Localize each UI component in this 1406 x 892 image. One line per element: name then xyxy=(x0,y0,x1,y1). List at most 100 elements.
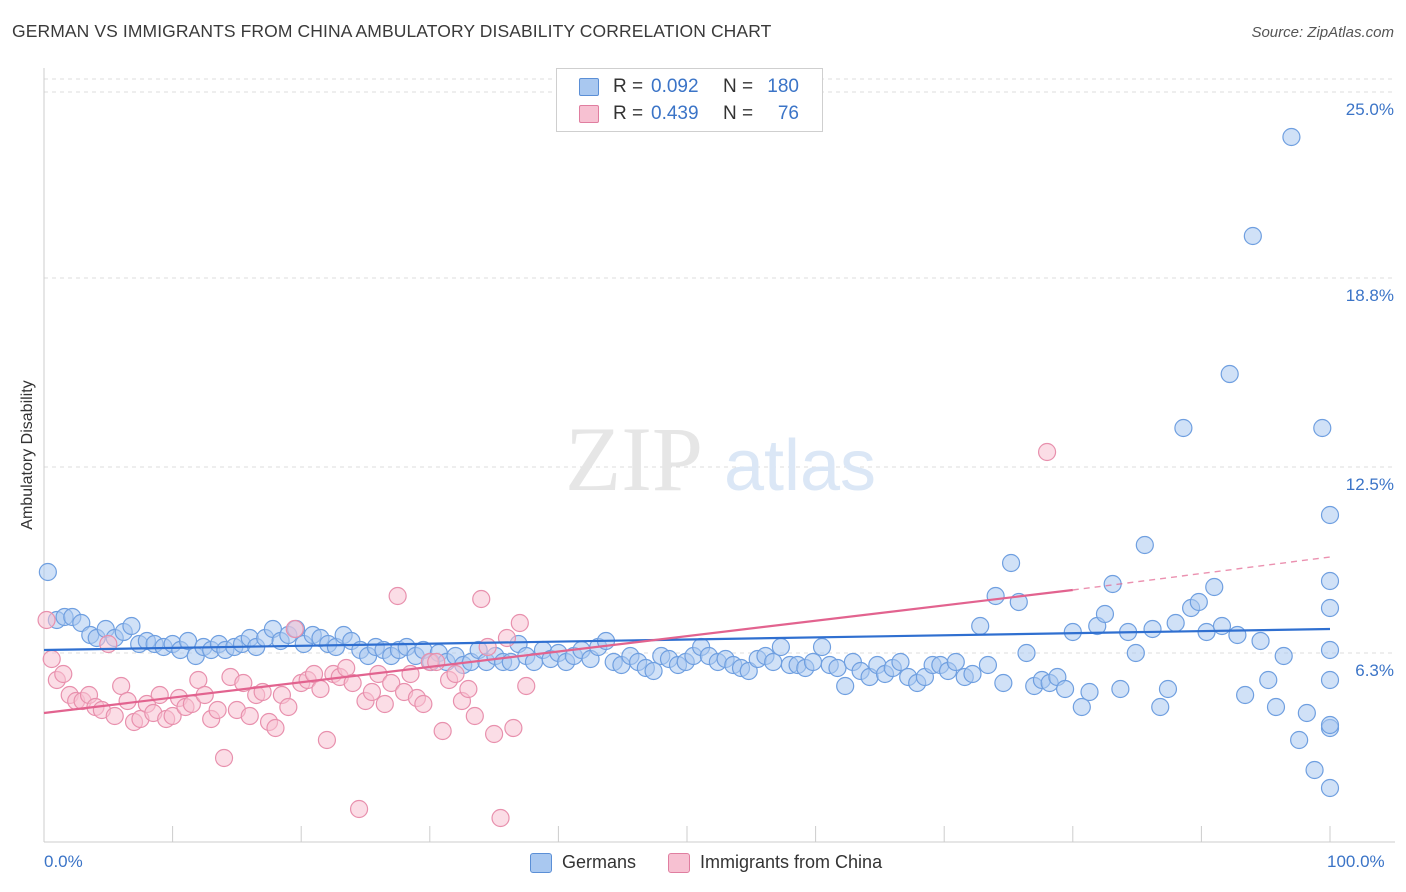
correlation-legend: R = 0.092 N = 180 R = 0.439 N = 76 xyxy=(556,68,823,132)
data-point xyxy=(189,670,208,690)
data-point xyxy=(994,673,1013,693)
legend-swatch-germans xyxy=(530,852,552,873)
data-point xyxy=(465,706,484,726)
data-point xyxy=(1063,622,1082,642)
watermark-atlas: atlas xyxy=(724,426,876,506)
data-point xyxy=(38,562,57,582)
legend-row-germans: R = 0.092 N = 180 xyxy=(579,75,799,99)
data-point xyxy=(978,655,998,675)
data-point xyxy=(1135,535,1154,555)
data-point xyxy=(304,664,324,684)
trend-line xyxy=(43,627,1331,652)
data-point xyxy=(1313,418,1332,438)
data-point xyxy=(1189,592,1208,612)
data-point xyxy=(433,721,452,741)
data-point xyxy=(362,682,382,702)
x-tick-label-max: 100.0% xyxy=(1327,852,1385,871)
data-point xyxy=(1236,685,1255,705)
data-point xyxy=(37,610,56,630)
legend-label-germans: Germans xyxy=(562,852,637,872)
data-point xyxy=(472,589,491,609)
legend-n-value: 76 xyxy=(777,103,799,124)
data-point xyxy=(382,673,401,693)
data-point xyxy=(178,631,198,651)
data-point xyxy=(1320,571,1340,591)
data-point xyxy=(1126,643,1145,663)
data-point xyxy=(1320,670,1340,690)
trend-line-projection xyxy=(1072,556,1331,591)
data-point xyxy=(1111,679,1130,699)
data-point xyxy=(208,700,227,720)
data-point xyxy=(446,664,465,684)
data-point xyxy=(517,676,536,696)
data-point xyxy=(163,706,182,726)
y-tick-label: 25.0% xyxy=(1345,100,1394,119)
data-point xyxy=(812,637,832,657)
data-point xyxy=(118,691,137,711)
legend-r-label: R = xyxy=(613,76,644,97)
watermark: ZIP atlas xyxy=(565,408,876,510)
legend-n-label: N = xyxy=(723,103,754,124)
data-point xyxy=(1320,598,1340,618)
gridlines xyxy=(44,78,1395,654)
legend-swatch-immigrants-from-china xyxy=(668,852,691,873)
data-point xyxy=(388,586,407,606)
data-point xyxy=(803,652,823,672)
data-point xyxy=(963,664,982,684)
data-point xyxy=(1205,577,1224,597)
source-label: Source: ZipAtlas.com xyxy=(1251,24,1394,41)
trend-line xyxy=(43,588,1073,715)
data-point xyxy=(375,694,394,714)
data-point xyxy=(1166,613,1185,633)
data-point xyxy=(644,661,663,681)
data-point xyxy=(459,679,478,699)
data-point xyxy=(1158,679,1178,699)
data-point xyxy=(1274,646,1293,666)
data-point xyxy=(105,706,124,726)
data-point xyxy=(497,628,517,648)
y-tick-label: 18.8% xyxy=(1345,286,1394,305)
data-point xyxy=(986,586,1005,606)
data-point xyxy=(266,718,285,738)
data-point xyxy=(54,664,73,684)
data-point xyxy=(240,706,259,726)
legend-row-immigrants-from-china: R = 0.439 N = 76 xyxy=(579,102,799,126)
data-point xyxy=(343,673,362,693)
data-point xyxy=(828,658,847,678)
series-germans xyxy=(38,127,1340,798)
data-point xyxy=(946,652,965,672)
data-point xyxy=(1290,730,1309,750)
data-point xyxy=(311,679,330,699)
data-point xyxy=(1174,418,1193,438)
data-point xyxy=(317,730,337,750)
legend-r-value: 0.092 xyxy=(651,76,699,97)
data-point xyxy=(485,724,504,744)
legend-label-immigrants-from-china: Immigrants from China xyxy=(700,852,883,872)
data-point xyxy=(836,676,855,696)
series-legend: Germans Immigrants from China xyxy=(530,852,914,873)
data-point xyxy=(1095,604,1115,624)
chart-title: GERMAN VS IMMIGRANTS FROM CHINA AMBULATO… xyxy=(12,21,772,41)
data-point xyxy=(971,616,990,636)
data-point xyxy=(42,649,61,669)
data-point xyxy=(1228,625,1247,645)
data-point xyxy=(1072,697,1091,717)
data-point xyxy=(891,652,910,672)
legend-r-label: R = xyxy=(613,103,644,124)
data-point xyxy=(1080,682,1099,702)
data-point xyxy=(1037,442,1057,462)
data-point xyxy=(285,619,304,639)
data-point xyxy=(771,637,790,657)
data-point xyxy=(349,799,369,819)
legend-item-immigrants-from-china[interactable]: Immigrants from China xyxy=(668,852,882,873)
data-point xyxy=(1320,640,1340,660)
legend-item-germans[interactable]: Germans xyxy=(530,852,636,873)
data-point xyxy=(504,718,523,738)
legend-n-label: N = xyxy=(723,76,754,97)
data-point xyxy=(1001,553,1021,573)
axes xyxy=(43,68,1395,843)
trend-lines xyxy=(43,556,1331,715)
data-point xyxy=(1243,226,1262,246)
watermark-zip: ZIP xyxy=(565,408,703,510)
